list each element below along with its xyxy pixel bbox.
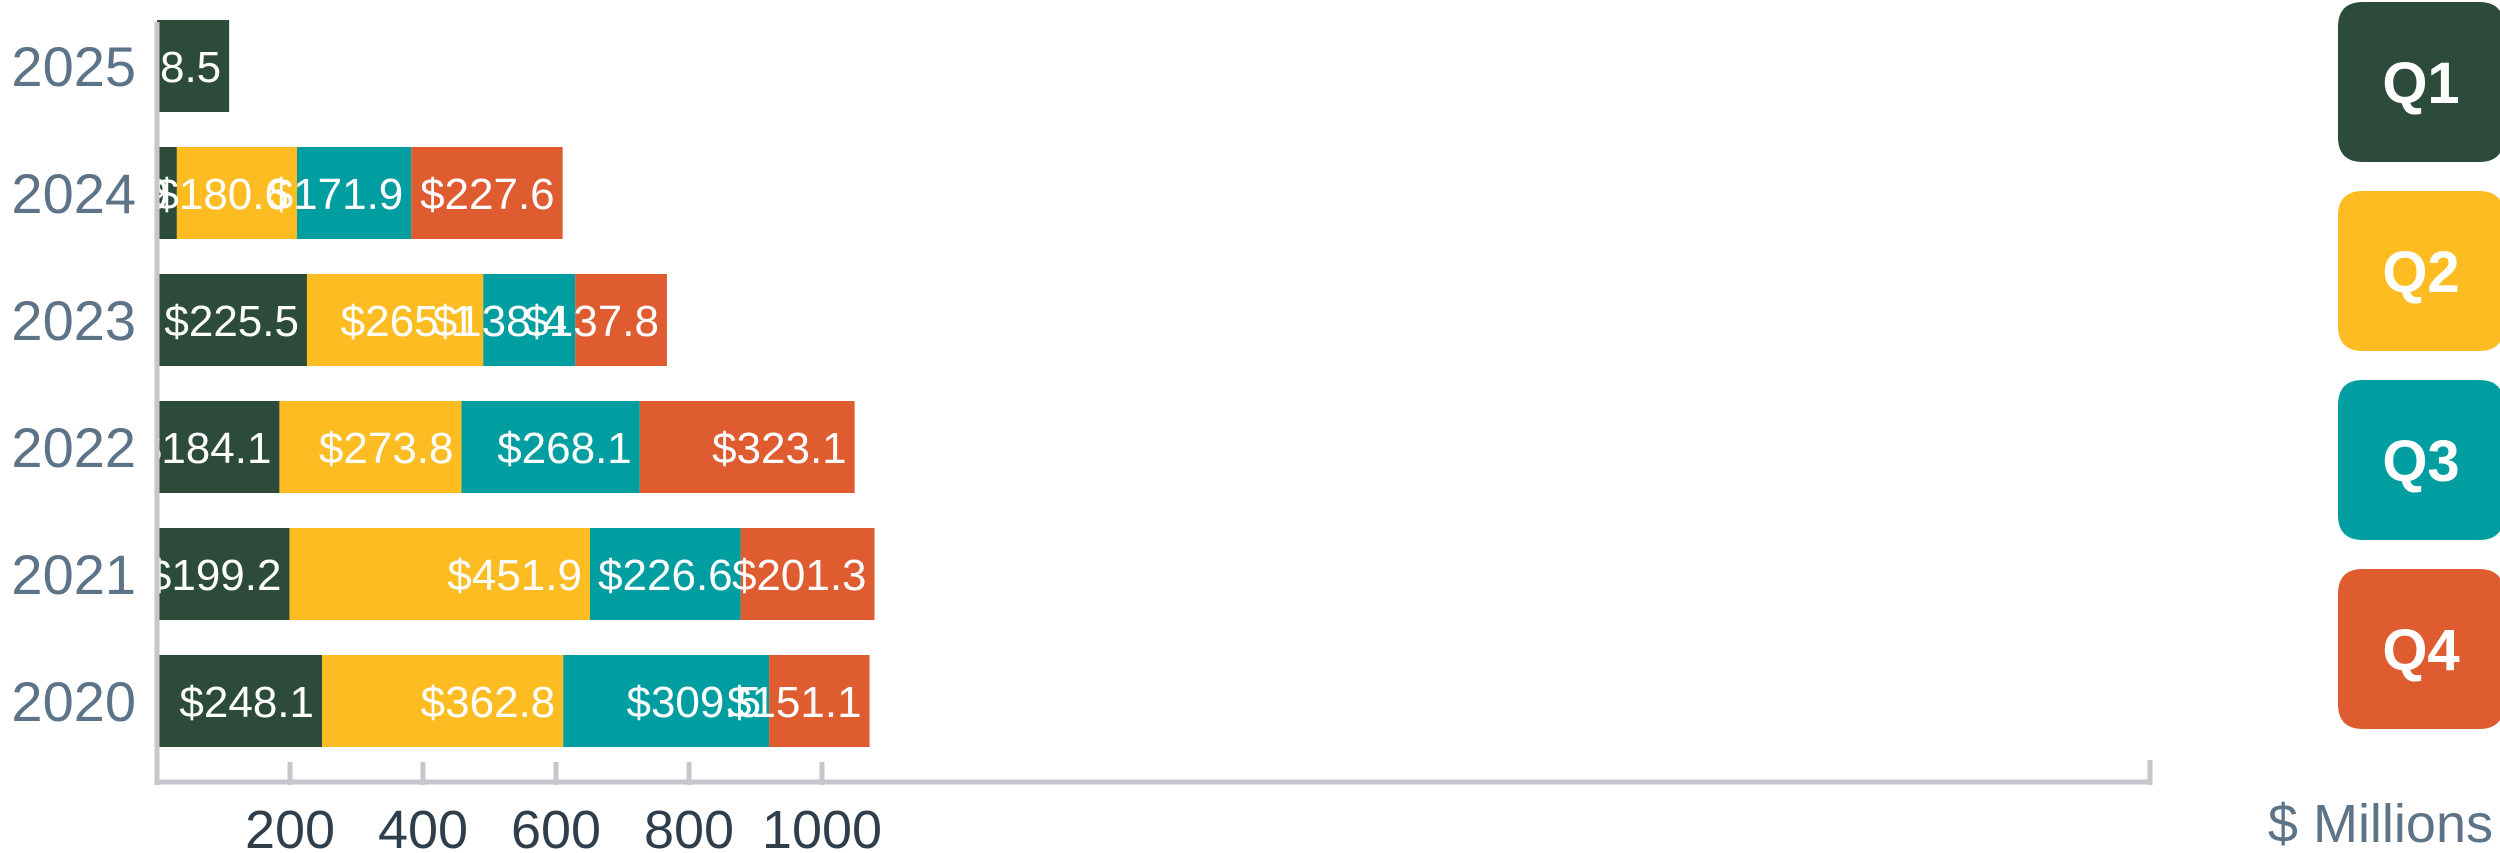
data-label-2020-q3: $309.5	[626, 678, 761, 727]
data-label-2024-q4: $227.6	[420, 170, 555, 219]
data-label-2024-q1: $29.9	[59, 170, 169, 219]
bar-2021-q4	[740, 528, 875, 620]
bar-2020-q1	[157, 655, 322, 747]
bar-2021-q1	[157, 528, 290, 620]
bar-2024-q3	[296, 147, 412, 239]
data-label-2021-q1: $199.2	[147, 551, 282, 600]
legend-swatch-q1	[2338, 2, 2500, 162]
data-label-2023-q2: $265.1	[341, 297, 476, 346]
x-tick-label-600: 600	[511, 800, 601, 853]
bar-2023-q3	[483, 274, 576, 366]
year-label-2023: 2023	[11, 289, 136, 352]
data-label-2020-q4: $151.1	[727, 678, 862, 727]
legend-swatch-q4	[2338, 569, 2500, 729]
x-axis-unit-label: $ Millions	[2268, 794, 2493, 853]
year-label-2024: 2024	[11, 162, 136, 225]
bar-2024-q2	[176, 147, 297, 239]
legend: Q1 Q2 Q3 Q4	[2338, 2, 2500, 729]
x-tick-label-800: 800	[644, 800, 734, 853]
data-label-2024-q2: $180.6	[154, 170, 289, 219]
bar-2023-q1	[157, 274, 307, 366]
bars-group	[157, 20, 875, 747]
bar-2022-q1	[157, 401, 280, 493]
data-label-2022-q4: $323.1	[712, 424, 847, 473]
legend-swatch-q2	[2338, 191, 2500, 351]
bar-2025-q1	[157, 20, 230, 112]
x-tick-label-1000: 1000	[762, 800, 882, 853]
legend-label-q2: Q2	[2382, 240, 2459, 305]
data-label-2020-q1: $248.1	[179, 678, 314, 727]
bar-2023-q2	[306, 274, 484, 366]
legend-swatch-q3	[2338, 380, 2500, 540]
bar-2021-q2	[289, 528, 590, 620]
data-labels-group: $108.5 $29.9$180.6$171.9 $227.6 $225.5 $265.…	[59, 43, 867, 727]
data-label-2021-q4: $201.3	[732, 551, 867, 600]
data-label-2020-q2: $362.8	[421, 678, 556, 727]
data-label-2023-q1: $225.5	[164, 297, 299, 346]
data-label-2025-q1: $108.5	[87, 43, 222, 92]
data-label-2024-q3: $171.9	[269, 170, 404, 219]
bar-2020-q4	[769, 655, 870, 747]
data-label-2023-q3: $138.4	[433, 297, 568, 346]
bar-2021-q3	[589, 528, 741, 620]
legend-label-q4: Q4	[2382, 618, 2459, 683]
bar-2020-q3	[563, 655, 770, 747]
bar-2020-q2	[321, 655, 564, 747]
year-label-2020: 2020	[11, 670, 136, 733]
data-label-2021-q2: $451.9	[447, 551, 582, 600]
bar-2023-q4	[575, 274, 667, 366]
data-label-2022-q3: $268.1	[497, 424, 632, 473]
bar-2022-q3	[461, 401, 640, 493]
data-label-2021-q3: $226.6	[598, 551, 733, 600]
year-labels-group: 2025 2024 2023 2022 2021 2020	[11, 35, 136, 733]
axes-group	[154, 22, 2153, 785]
legend-label-q3: Q3	[2382, 429, 2459, 494]
bar-2024-q1	[157, 147, 177, 239]
bar-2022-q2	[279, 401, 462, 493]
year-label-2025: 2025	[11, 35, 136, 98]
bar-2022-q4	[639, 401, 855, 493]
year-label-2022: 2022	[11, 416, 136, 479]
x-tick-label-200: 200	[245, 800, 335, 853]
x-tick-label-400: 400	[378, 800, 468, 853]
data-label-2022-q2: $273.8	[319, 424, 454, 473]
bar-2024-q4	[411, 147, 563, 239]
legend-label-q1: Q1	[2382, 51, 2459, 116]
x-ticks-group: 200 400 600 800 1000	[245, 762, 882, 853]
year-label-2021: 2021	[11, 543, 136, 606]
data-label-2023-q4: $137.8	[524, 297, 659, 346]
